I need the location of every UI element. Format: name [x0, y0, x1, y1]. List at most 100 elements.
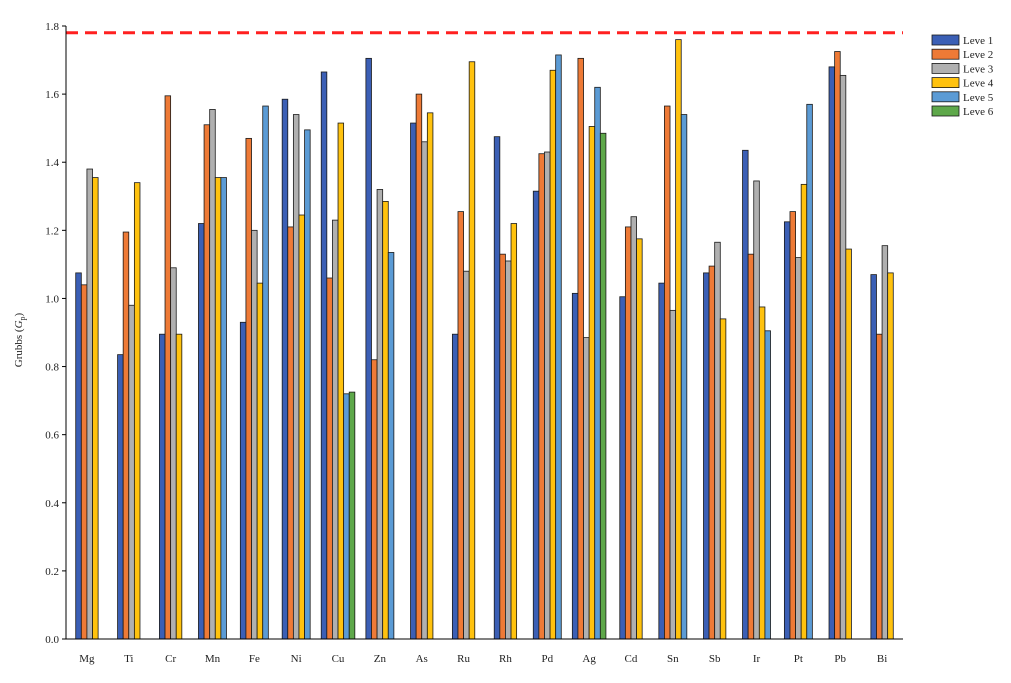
bar-sb-leve-4 [719, 318, 727, 640]
bar-mg-leve-4 [92, 177, 99, 640]
y-tick-label: 0.4 [45, 498, 59, 510]
x-tick-label-mg: Mg [79, 653, 95, 665]
bar-pb-leve-4 [845, 248, 852, 640]
y-tick-label: 1.6 [45, 89, 59, 101]
bar-sn-leve-5 [680, 114, 688, 640]
bar-cu-leve-1 [320, 71, 328, 640]
bar-as-leve-2 [415, 93, 423, 640]
bar-pt-leve-3 [795, 257, 802, 640]
bar-pd-leve-5 [555, 54, 562, 640]
bar-as-leve-4 [426, 112, 434, 640]
bar-mg-leve-1 [75, 272, 82, 640]
x-tick-label-mn: Mn [205, 653, 221, 665]
x-tick-label-sn: Sn [667, 653, 679, 665]
bar-mn-leve-1 [198, 223, 205, 640]
bar-ti-leve-3 [128, 304, 135, 640]
bar-cd-leve-4 [636, 238, 643, 640]
bar-zn-leve-1 [365, 57, 372, 640]
legend-swatch-1 [931, 34, 960, 46]
bar-bi-leve-2 [876, 333, 883, 640]
ticks-layer: 0.0 0.2 0.4 0.6 0.8 1.0 1.2 1.4 1.6 1.8 Mg Ti Cr Mn Fe… [45, 21, 887, 665]
bar-zn-leve-2 [371, 359, 378, 640]
bar-cr-leve-1 [159, 333, 166, 640]
bar-ir-leve-2 [747, 253, 755, 640]
y-axis-label-symbol: G [13, 320, 25, 328]
x-tick-label-cr: Cr [165, 653, 176, 665]
bar-cr-leve-2 [164, 95, 172, 640]
bar-ti-leve-2 [122, 231, 130, 640]
y-tick-label: 0.8 [45, 362, 59, 374]
y-tick-label: 1.4 [45, 157, 59, 169]
bar-cd-leve-1 [619, 296, 626, 640]
y-tick-label: 0.2 [45, 566, 59, 578]
y-axis-label-end: ) [13, 312, 25, 316]
bar-ni-leve-2 [287, 226, 294, 640]
bar-bi-leve-4 [887, 272, 894, 640]
legend: Leve 1 Leve 2 Leve 3 Leve 4 Leve 5 Leve 6 [931, 34, 994, 118]
bar-ag-leve-4 [588, 126, 596, 640]
bar-ti-leve-1 [117, 354, 124, 640]
x-tick-label-pt: Pt [794, 653, 803, 665]
legend-swatch-5 [931, 91, 960, 103]
bar-mg-leve-3 [86, 168, 93, 640]
bar-bi-leve-1 [870, 274, 877, 640]
bar-ni-leve-1 [281, 98, 289, 640]
bars-layer [75, 39, 894, 640]
bar-rh-leve-3 [505, 260, 512, 640]
bar-cu-leve-5 [343, 393, 350, 640]
y-tick-label: 1.8 [45, 21, 59, 33]
legend-swatch-6 [931, 105, 960, 117]
bar-cu-leve-2 [326, 277, 333, 640]
bar-ir-leve-3 [753, 180, 760, 640]
bar-pt-leve-4 [800, 183, 808, 640]
y-tick-label: 1.2 [45, 225, 59, 237]
bar-ru-leve-1 [451, 333, 459, 640]
x-tick-label-ru: Ru [457, 653, 470, 665]
bar-pb-leve-1 [828, 66, 836, 640]
bar-ni-leve-5 [304, 129, 311, 640]
legend-label-2: Leve 2 [963, 49, 993, 61]
bar-fe-leve-1 [239, 321, 247, 640]
y-tick-label: 0.6 [45, 430, 59, 442]
bar-sb-leve-2 [708, 265, 716, 640]
x-tick-label-zn: Zn [374, 653, 387, 665]
bar-ni-leve-4 [298, 214, 305, 640]
bar-zn-leve-5 [387, 252, 395, 640]
bar-mn-leve-4 [214, 177, 222, 640]
bar-ru-leve-2 [457, 211, 464, 640]
x-tick-label-fe: Fe [249, 653, 260, 665]
legend-label-6: Leve 6 [963, 106, 994, 118]
legend-label-4: Leve 4 [963, 78, 994, 90]
bar-mn-leve-5 [220, 177, 227, 640]
bar-pb-leve-2 [834, 51, 841, 640]
legend-swatch-3 [931, 63, 960, 74]
bar-bi-leve-3 [881, 245, 889, 640]
bar-fe-leve-2 [245, 137, 252, 640]
bar-rh-leve-1 [493, 136, 501, 640]
bar-cd-leve-2 [624, 226, 632, 640]
y-tick-label: 0.0 [45, 634, 59, 646]
bar-ir-leve-1 [742, 149, 749, 640]
bar-ag-leve-3 [583, 337, 590, 640]
bar-cr-leve-3 [170, 267, 177, 640]
bar-ir-leve-5 [764, 330, 771, 640]
bar-ag-leve-6 [599, 132, 607, 640]
bar-sn-leve-3 [669, 309, 677, 640]
bar-sb-leve-3 [714, 241, 721, 640]
bar-mg-leve-2 [80, 284, 88, 640]
bar-fe-leve-4 [256, 282, 264, 640]
bar-ag-leve-5 [594, 86, 601, 640]
legend-label-1: Leve 1 [963, 35, 993, 47]
bar-fe-leve-3 [251, 229, 258, 640]
bar-sb-leve-1 [703, 272, 710, 640]
legend-swatch-4 [931, 77, 960, 88]
axes-layer [65, 26, 903, 640]
x-tick-label-pb: Pb [834, 653, 846, 665]
x-tick-label-rh: Rh [499, 653, 512, 665]
y-tick-label: 1.0 [45, 293, 59, 305]
bar-ir-leve-4 [758, 306, 766, 640]
bar-rh-leve-2 [499, 253, 506, 640]
y-axis-label: Grubbs (Gp) [13, 312, 27, 367]
bar-cu-leve-4 [337, 122, 345, 640]
legend-label-3: Leve 3 [963, 63, 994, 75]
